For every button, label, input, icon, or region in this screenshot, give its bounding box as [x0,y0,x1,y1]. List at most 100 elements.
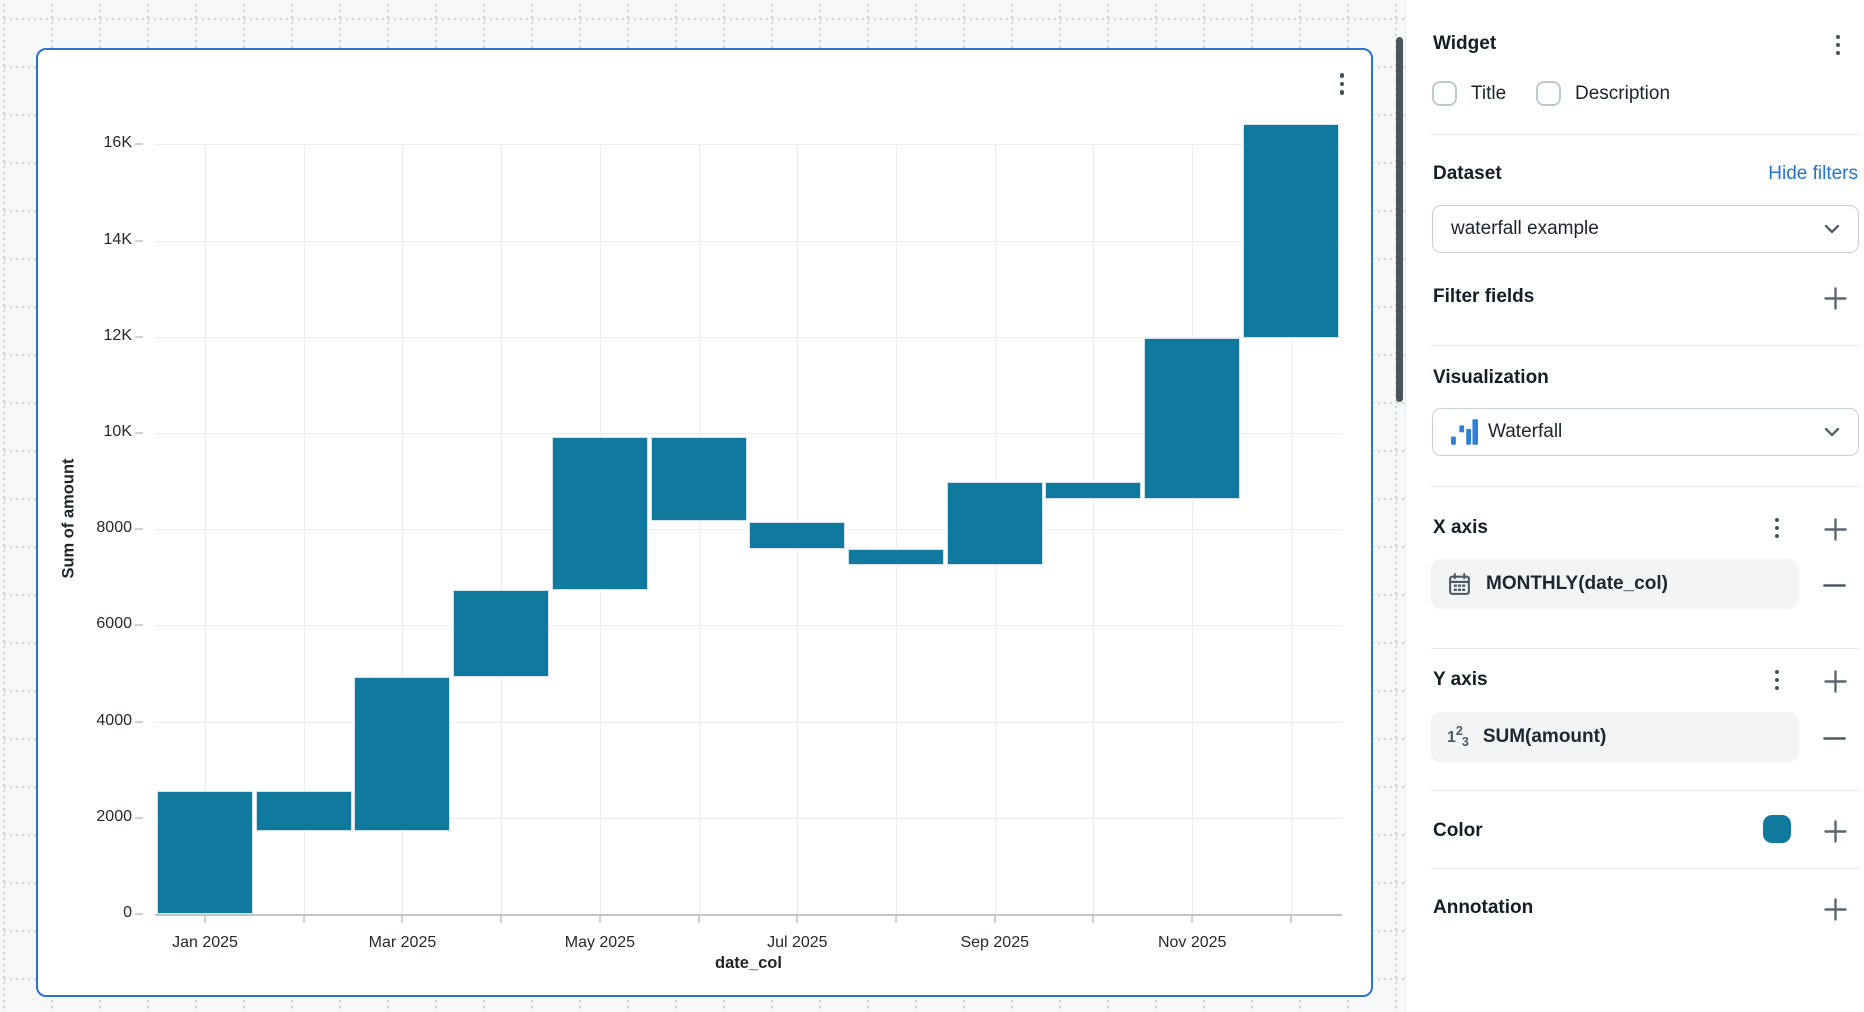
gridline [155,433,1342,434]
x-tick-label: Jan 2025 [172,934,238,951]
x-axis-tick [1092,916,1095,923]
visualization-select[interactable]: Waterfall [1432,408,1859,456]
config-panel: Widget Title Description Dataset Hide fi… [1405,0,1864,1012]
dataset-section-title: Dataset [1433,163,1502,184]
y-axis-tick [135,624,143,627]
filter-fields-title: Filter fields [1433,286,1535,307]
chevron-down-icon [1824,427,1840,437]
x-axis-tick [1289,916,1292,923]
color-swatch[interactable] [1763,815,1791,843]
widget-section-kebab-icon[interactable] [1830,30,1846,60]
waterfall-bar[interactable] [650,436,747,522]
description-checkbox-label: Description [1575,82,1671,104]
y-tick-label: 8000 [96,519,132,537]
y-axis-tick [135,335,143,338]
remove-x-axis-field-button[interactable] [1822,573,1846,597]
gridline [155,240,1342,242]
plus-icon [1823,517,1847,541]
y-axis-tick [135,239,143,242]
gridline [1093,144,1095,914]
x-axis-title: X axis [1433,517,1488,538]
gridline [155,625,1342,627]
divider [1431,648,1859,649]
minus-icon [1822,583,1846,587]
y-tick-label: 14K [103,230,132,248]
divider [1431,134,1859,135]
waterfall-bar[interactable] [354,676,451,831]
divider [1431,790,1859,791]
y-tick-label: 2000 [96,807,132,825]
visualization-title: Visualization [1433,367,1549,388]
plus-icon [1823,669,1847,693]
gridline [698,144,700,914]
x-axis-field-pill[interactable]: MONTHLY(date_col) [1431,559,1799,609]
x-axis-kebab-icon[interactable] [1769,513,1785,543]
y-tick-label: 16K [103,134,132,152]
waterfall-chart: 0 2000 4000 6000 8000 10K 12K 14K 16K Jan 2025 Mar… [38,50,1371,995]
color-section-title: Color [1433,820,1483,841]
waterfall-bar[interactable] [1045,481,1142,499]
x-axis-field-label: MONTHLY(date_col) [1486,573,1668,594]
gridline [155,529,1342,531]
minus-icon [1822,736,1846,740]
x-axis-tick [895,916,898,923]
description-checkbox[interactable] [1536,81,1561,106]
waterfall-bar[interactable] [1242,123,1339,338]
plus-icon [1823,286,1847,310]
x-tick-label: May 2025 [564,934,635,951]
waterfall-bar[interactable] [551,436,648,590]
x-tick-label: Sep 2025 [960,934,1029,951]
y-axis-tick [135,913,143,915]
x-axis-tick [697,916,700,923]
x-axis-line [155,914,1342,916]
y-axis-kebab-icon[interactable] [1769,665,1785,695]
gridline [501,144,503,914]
x-tick-label: Jul 2025 [767,934,828,951]
waterfall-bar[interactable] [453,589,550,677]
waterfall-bar[interactable] [1144,337,1241,499]
y-axis-field-label: SUM(amount) [1482,726,1607,747]
gridline [1192,144,1194,914]
add-filter-field-button[interactable] [1823,286,1847,310]
waterfall-bar[interactable] [749,521,846,549]
waterfall-bar[interactable] [255,791,352,831]
divider [1431,868,1859,869]
chart-widget-card[interactable]: 0 2000 4000 6000 8000 10K 12K 14K 16K Jan 2025 Mar… [36,48,1373,997]
x-tick-label: Nov 2025 [1157,934,1227,951]
plus-icon [1823,897,1847,921]
hide-filters-link[interactable]: Hide filters [1768,163,1858,184]
waterfall-bar[interactable] [848,548,945,565]
plus-icon [1823,819,1847,843]
gridline [402,144,404,914]
waterfall-bar[interactable] [157,791,253,914]
title-checkbox[interactable] [1432,81,1457,106]
x-axis-tick [302,916,305,923]
add-x-axis-field-button[interactable] [1823,517,1847,541]
y-axis-tick [135,432,143,434]
canvas-scrollbar[interactable] [1396,37,1403,402]
gridline [155,336,1342,338]
add-annotation-button[interactable] [1823,897,1847,921]
dataset-select[interactable]: waterfall example [1432,205,1859,253]
widget-menu-kebab-icon[interactable] [1332,64,1352,104]
waterfall-bar[interactable] [946,481,1043,565]
widget-section-title: Widget [1433,33,1497,54]
y-tick-label: 4000 [96,711,132,729]
y-axis-tick [135,816,143,819]
y-axis-tick [135,720,143,723]
divider [1431,486,1859,487]
y-tick-label: 10K [103,423,132,440]
add-y-axis-field-button[interactable] [1823,669,1847,693]
remove-y-axis-field-button[interactable] [1822,726,1846,750]
gridline [155,817,1342,819]
workbook-canvas: 0 2000 4000 6000 8000 10K 12K 14K 16K Jan 2025 Mar… [0,0,1405,1012]
x-axis-tick [500,916,503,923]
y-tick-label: 0 [123,904,132,921]
chevron-down-icon [1824,224,1840,234]
add-color-field-button[interactable] [1823,819,1847,843]
gridline [155,721,1342,723]
x-tick-label: Mar 2025 [368,934,437,951]
y-axis-field-pill[interactable]: 123 SUM(amount) [1431,712,1799,762]
gridline [205,144,206,914]
